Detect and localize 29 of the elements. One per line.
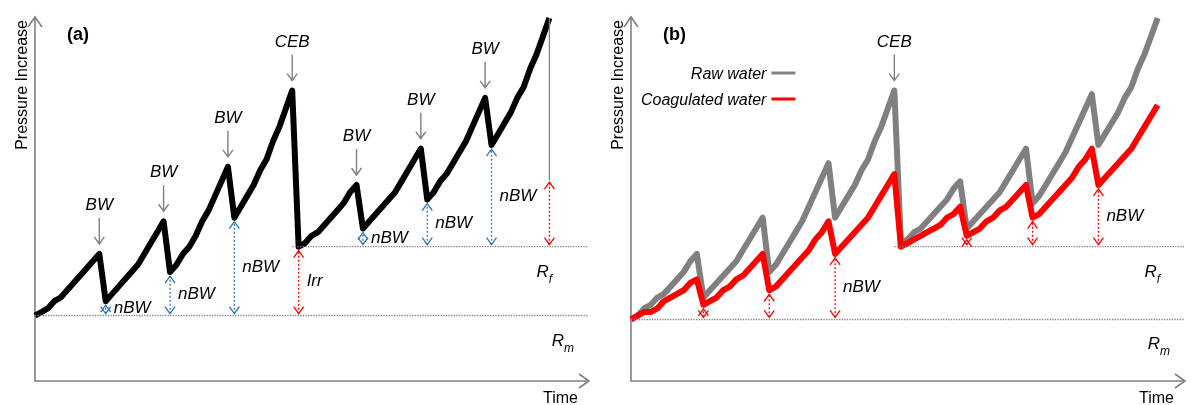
annotation: BW [407, 90, 437, 110]
ref-line-label: R$_{m}$ [1147, 334, 1170, 359]
y-axis-title: Pressure Increase [12, 19, 30, 150]
legend-label: Coagulated water [640, 90, 768, 108]
ref-line-label: R$_{m}$ [551, 331, 574, 355]
y-axis-title: Pressure Increase [608, 19, 626, 150]
annotation: BW [342, 126, 373, 146]
annotation: R$_{f}$ [536, 262, 554, 286]
annotation: nBW [370, 228, 410, 248]
annotation: Irr [306, 271, 325, 291]
annotation: nBW [178, 284, 217, 304]
annotation: nBW [113, 298, 153, 318]
annotation: CEB [876, 32, 912, 52]
x-axis-title: Time [543, 388, 579, 405]
annotation: BW [149, 162, 180, 182]
annotation: BW [85, 195, 115, 215]
annotation: R$_{f}$ [1144, 262, 1162, 286]
annotation: CEB [274, 32, 310, 52]
annotation: BW [214, 108, 244, 128]
chart-title: (a) [67, 24, 89, 44]
legend-label: Raw water [690, 64, 768, 82]
annotation: BW [471, 39, 501, 59]
annotation: nBW [1106, 206, 1146, 226]
x-axis-title: Time [1139, 388, 1175, 405]
chart-title: (b) [663, 24, 686, 44]
annotation: nBW [499, 186, 539, 206]
annotation: nBW [843, 277, 882, 297]
annotation: nBW [242, 257, 282, 277]
annotation: nBW [435, 213, 475, 233]
